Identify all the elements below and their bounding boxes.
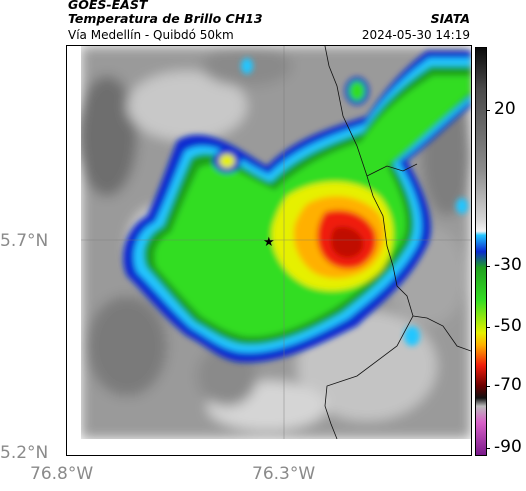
lon-label-76-8: 76.8°W (30, 464, 94, 484)
institution-label: SIATA (430, 11, 470, 26)
colorbar-label-minus-90: -90 (494, 437, 522, 457)
bottom-margin (67, 439, 471, 455)
colorbar-tick (486, 327, 490, 328)
star-icon: ★ (263, 235, 275, 250)
colorbar-label-minus-30: -30 (494, 255, 522, 275)
colorbar-tick (486, 110, 490, 111)
colorbar-tick (486, 448, 490, 449)
colorbar-tick (486, 386, 490, 387)
colorbar-label-minus-50: -50 (494, 316, 522, 336)
product-title: Temperatura de Brillo CH13 (68, 11, 263, 26)
storm-cloud (123, 51, 471, 363)
map-panel[interactable]: ★ (66, 45, 472, 456)
graticule (67, 46, 471, 455)
left-margin (67, 46, 81, 455)
satellite-title: GOES-EAST (68, 0, 148, 12)
colorbar-label-minus-70: -70 (494, 375, 522, 395)
colorbar (475, 47, 487, 456)
lon-label-76-3: 76.3°W (252, 464, 316, 484)
border-lines (324, 46, 471, 440)
route-subtitle: Vía Medellín - Quibdó 50km (68, 28, 234, 42)
lat-label-5-2: 5.2°N (0, 443, 49, 463)
lat-label-5-7: 5.7°N (0, 231, 49, 251)
timestamp-label: 2024-05-30 14:19 (361, 28, 470, 42)
colorbar-tick (486, 266, 490, 267)
brightness-temperature-map: ★ (67, 46, 471, 455)
colorbar-label-20: 20 (494, 99, 516, 119)
